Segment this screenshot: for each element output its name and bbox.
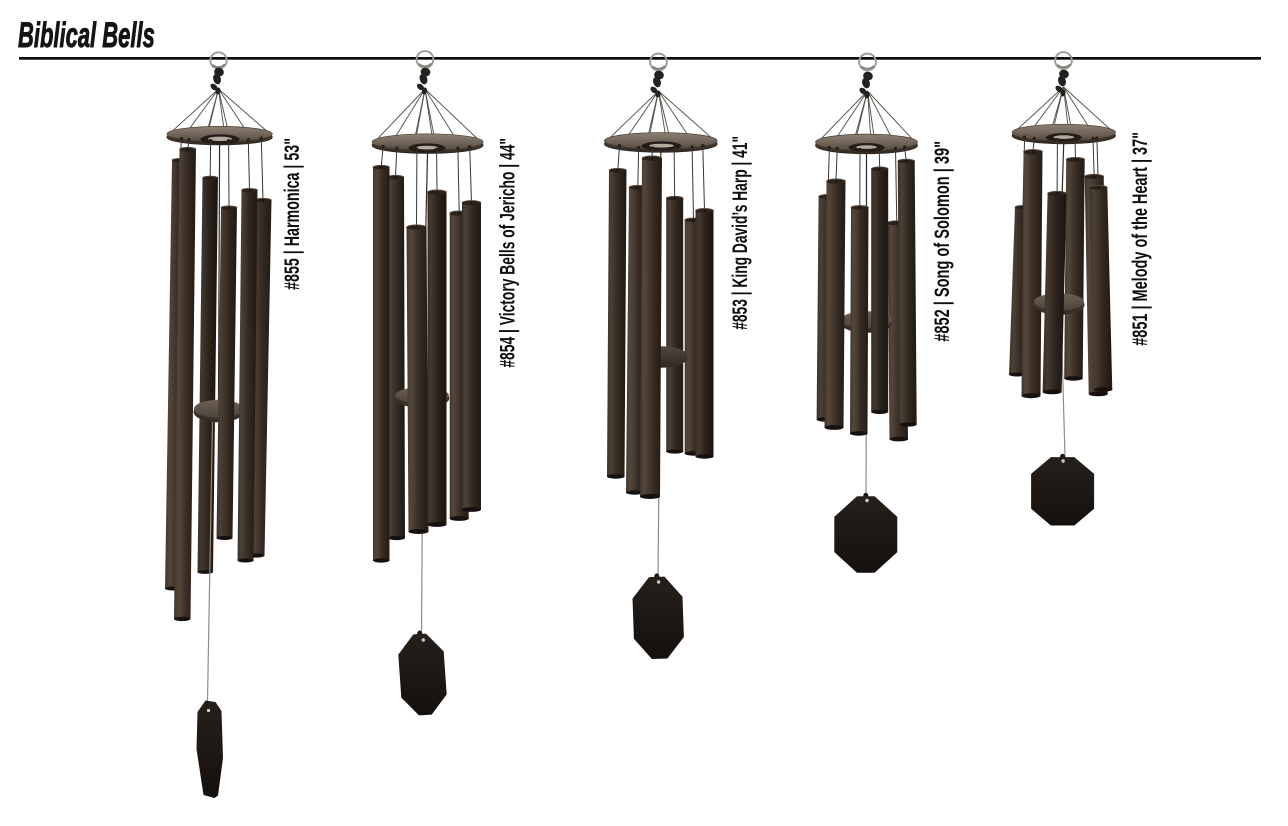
svg-text:#854 | Victory Bells of Jerich: #854 | Victory Bells of Jericho | 44" [496,138,520,368]
svg-text:#855 | Harmonica | 53": #855 | Harmonica | 53" [280,138,303,290]
svg-text:Biblical Bells: Biblical Bells [18,17,155,55]
svg-text:#851 | Melody of the Heart | 3: #851 | Melody of the Heart | 37" [1128,132,1151,346]
svg-text:#853 | King David’s Harp | 41": #853 | King David’s Harp | 41" [728,136,752,330]
svg-text:#852 | Song of Solomon | 39": #852 | Song of Solomon | 39" [930,141,953,342]
